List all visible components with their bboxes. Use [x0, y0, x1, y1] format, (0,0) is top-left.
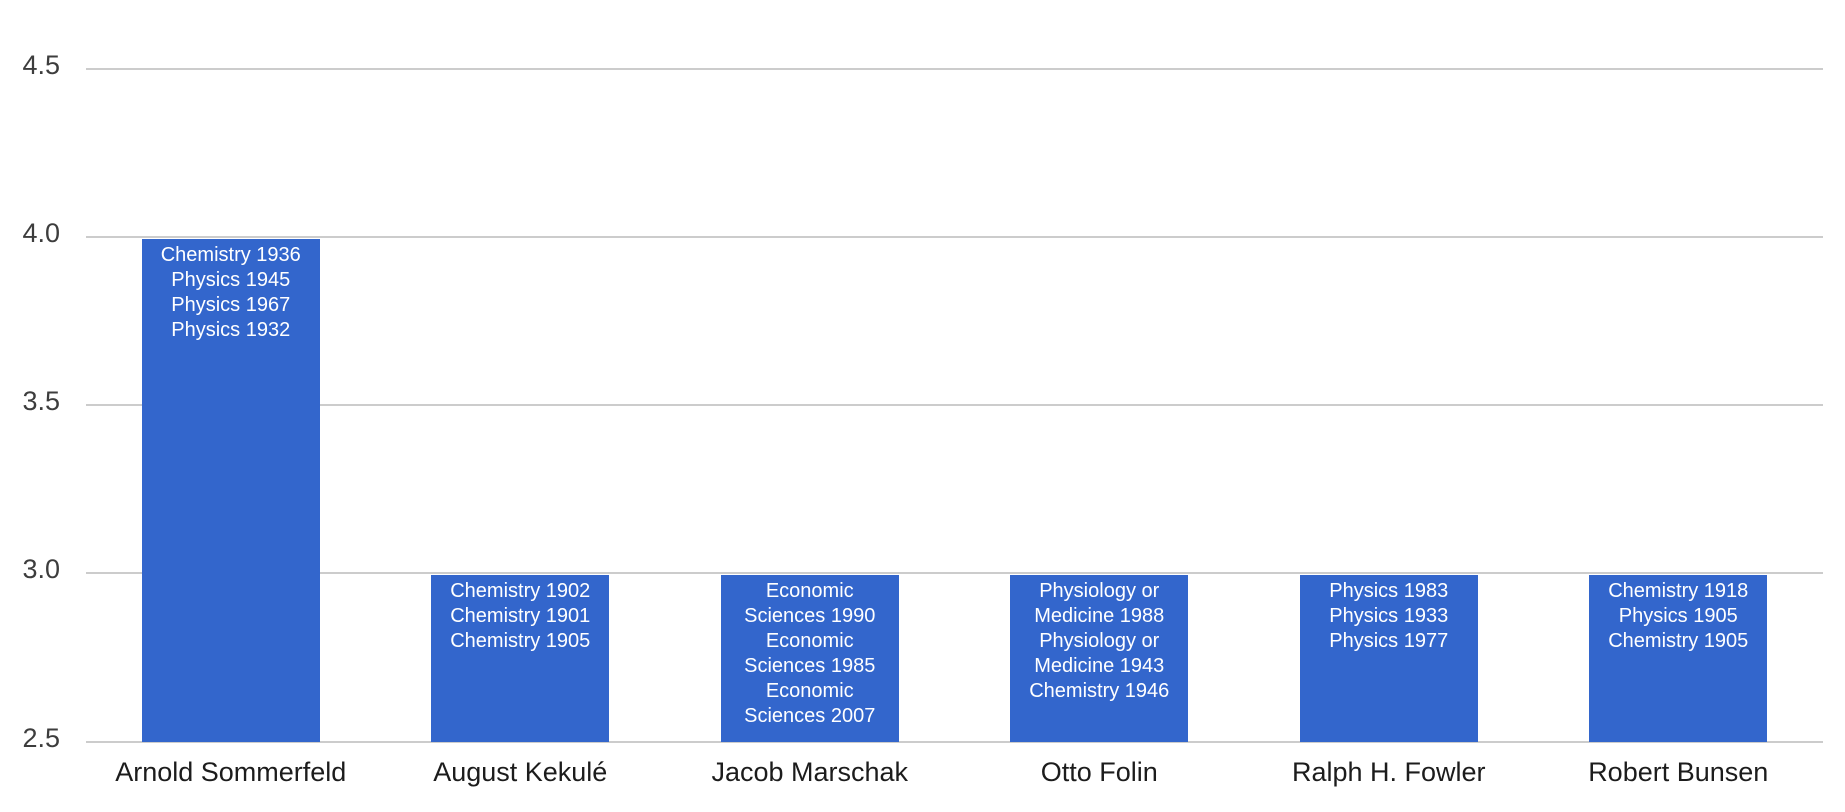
- x-axis-category-label: Ralph H. Fowler: [1291, 757, 1486, 787]
- x-axis-category-label: Arnold Sommerfeld: [115, 757, 347, 787]
- bar-annotation-label: Chemistry 1905: [1608, 630, 1749, 653]
- bar-annotation-label: Physics 1967: [171, 293, 291, 316]
- x-axis-category-label: Jacob Marschak: [711, 757, 909, 787]
- bar-annotation-label: Chemistry 1936: [160, 243, 301, 266]
- bar-annotation-list: Chemistry 1918 Physics 1905 Chemistry 1905: [1603, 575, 1753, 654]
- bar-annotation-label: Economic Sciences 2007: [744, 680, 876, 728]
- bar-annotation-label: Economic Sciences 1990: [744, 580, 876, 628]
- bar-robert-bunsen[interactable]: Chemistry 1918 Physics 1905 Chemistry 1905: [1589, 575, 1768, 742]
- y-axis-tick-label: 3.5: [22, 386, 60, 416]
- bar-ralph-h-fowler[interactable]: Physics 1983 Physics 1933 Physics 1977: [1299, 575, 1478, 742]
- bar-annotation-label: Physiology or Medicine 1943: [1034, 630, 1165, 678]
- bar-annotation-label: Chemistry 1905: [450, 630, 591, 653]
- bar-annotation-label: Chemistry 1918: [1608, 580, 1749, 603]
- bar-annotation-label: Physics 1905: [1618, 605, 1738, 628]
- grid-line: [86, 404, 1823, 406]
- grid-line: [86, 572, 1823, 575]
- grid-line: [86, 740, 1823, 743]
- y-axis-tick-label: 4.0: [22, 217, 60, 248]
- bar-annotation-list: Physics 1983 Physics 1933 Physics 1977: [1314, 575, 1464, 654]
- bar-annotation-label: Physiology or Medicine 1988: [1034, 580, 1165, 628]
- y-axis-tick-label: 2.5: [22, 722, 60, 753]
- x-axis-category-label: Otto Folin: [1040, 757, 1158, 787]
- bar-annotation-label: Chemistry 1902: [450, 580, 591, 603]
- bar-annotation-label: Physics 1977: [1329, 630, 1449, 653]
- bar-jacob-marschak[interactable]: Economic Sciences 1990 Economic Sciences …: [720, 575, 899, 742]
- bar-arnold-sommerfeld[interactable]: Chemistry 1936 Physics 1945 Physics 1967 Ph…: [141, 238, 320, 742]
- bar-annotation-label: Physics 1983: [1329, 580, 1449, 603]
- x-axis-category-label: Robert Bunsen: [1588, 757, 1769, 787]
- bar-annotation-list: Chemistry 1936 Physics 1945 Physics 1967 Ph…: [156, 239, 306, 343]
- bar-otto-folin[interactable]: Physiology or Medicine 1988 Physiology or…: [1010, 575, 1189, 742]
- bar-august-kekul-[interactable]: Chemistry 1902 Chemistry 1901 Chemistry 19…: [431, 575, 610, 742]
- bar-annotation-list: Economic Sciences 1990 Economic Sciences …: [735, 575, 885, 729]
- bar-annotation-label: Chemistry 1901: [450, 605, 591, 628]
- bar-annotation-label: Physics 1932: [171, 318, 291, 341]
- bar-annotation-label: Chemistry 1946: [1029, 680, 1170, 703]
- bar-annotation-list: Physiology or Medicine 1988 Physiology or…: [1024, 575, 1174, 704]
- y-axis-tick-label: 3.0: [22, 554, 60, 585]
- grid-line: [86, 235, 1823, 238]
- grid-line: [86, 67, 1823, 70]
- y-axis-tick-label: 4.5: [22, 49, 60, 80]
- bar-annotation-label: Physics 1945: [171, 268, 291, 291]
- x-axis-category-label: August Kekulé: [433, 757, 608, 787]
- bar-annotation-label: Physics 1933: [1329, 605, 1449, 628]
- bar-annotation-label: Economic Sciences 1985: [744, 630, 876, 678]
- bar-annotation-list: Chemistry 1902 Chemistry 1901 Chemistry 19…: [445, 575, 595, 654]
